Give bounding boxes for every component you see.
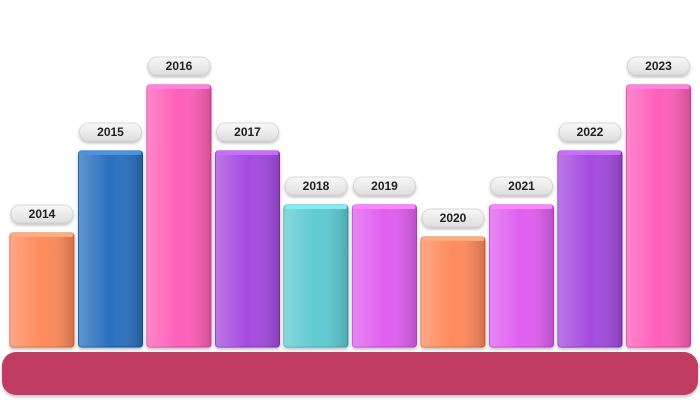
tick-label-2022: 2022	[558, 122, 622, 142]
tick-label-2018: 2018	[284, 176, 348, 196]
year-label: 2021	[508, 179, 535, 193]
label-pill	[353, 176, 416, 196]
bar-2016	[146, 84, 212, 348]
tick-label-2021: 2021	[490, 176, 553, 196]
bar-2015	[78, 150, 143, 348]
tick-label-2019: 2019	[353, 176, 416, 196]
tick-label-2015: 2015	[79, 122, 142, 142]
bar-shine	[421, 237, 485, 347]
label-pill	[284, 176, 348, 196]
bar-2018	[283, 204, 349, 348]
bar-shine	[558, 151, 622, 347]
bar-2019	[352, 204, 417, 348]
bar-2022	[557, 150, 623, 348]
label-pill	[216, 122, 279, 142]
label-pill	[421, 208, 485, 228]
bar-top-highlight	[216, 151, 279, 155]
bar-shine	[352, 205, 417, 347]
bar-top-highlight	[490, 205, 553, 209]
bar-shine	[626, 85, 691, 347]
bar-top-highlight	[559, 151, 621, 155]
bar-2023	[626, 84, 691, 348]
labels-layer: 2014 2015 2016 2017 2018 2019 2020 2021 2022 2023	[10, 56, 690, 228]
year-label: 2014	[29, 207, 56, 221]
label-pill	[79, 122, 142, 142]
bar-2021	[489, 204, 554, 348]
year-label: 2018	[303, 179, 330, 193]
chart-base-platform	[2, 352, 698, 395]
bar-top-highlight	[627, 85, 690, 89]
bar-shine	[284, 205, 348, 347]
tick-label-2023: 2023	[627, 56, 690, 76]
bar-top-highlight	[285, 205, 347, 209]
tick-label-2014: 2014	[10, 204, 74, 224]
label-pill	[558, 122, 622, 142]
bar-top-highlight	[353, 205, 416, 209]
bar-shine	[78, 151, 143, 347]
year-label: 2016	[166, 59, 193, 73]
label-pill	[627, 56, 690, 76]
year-label: 2019	[371, 179, 398, 193]
bar-2017	[215, 150, 280, 348]
bars-layer	[9, 84, 691, 348]
bar-shine	[10, 233, 74, 347]
bar-shine	[147, 85, 211, 347]
bar-2020	[420, 236, 486, 348]
year-label: 2015	[97, 125, 124, 139]
bar-top-highlight	[79, 151, 142, 155]
bar-shine	[215, 151, 280, 347]
label-pill	[490, 176, 553, 196]
year-label: 2022	[577, 125, 604, 139]
bar-top-highlight	[11, 233, 73, 237]
year-label: 2017	[234, 125, 261, 139]
year-label: 2023	[645, 59, 672, 73]
bar-top-highlight	[148, 85, 210, 89]
tick-label-2017: 2017	[216, 122, 279, 142]
tick-label-2020: 2020	[421, 208, 485, 228]
bar-2014	[9, 232, 75, 348]
label-pill	[147, 56, 211, 76]
bar-top-highlight	[422, 237, 484, 241]
tick-label-2016: 2016	[147, 56, 211, 76]
bar-shine	[489, 205, 554, 347]
label-pill	[10, 204, 74, 224]
year-label: 2020	[440, 211, 467, 225]
